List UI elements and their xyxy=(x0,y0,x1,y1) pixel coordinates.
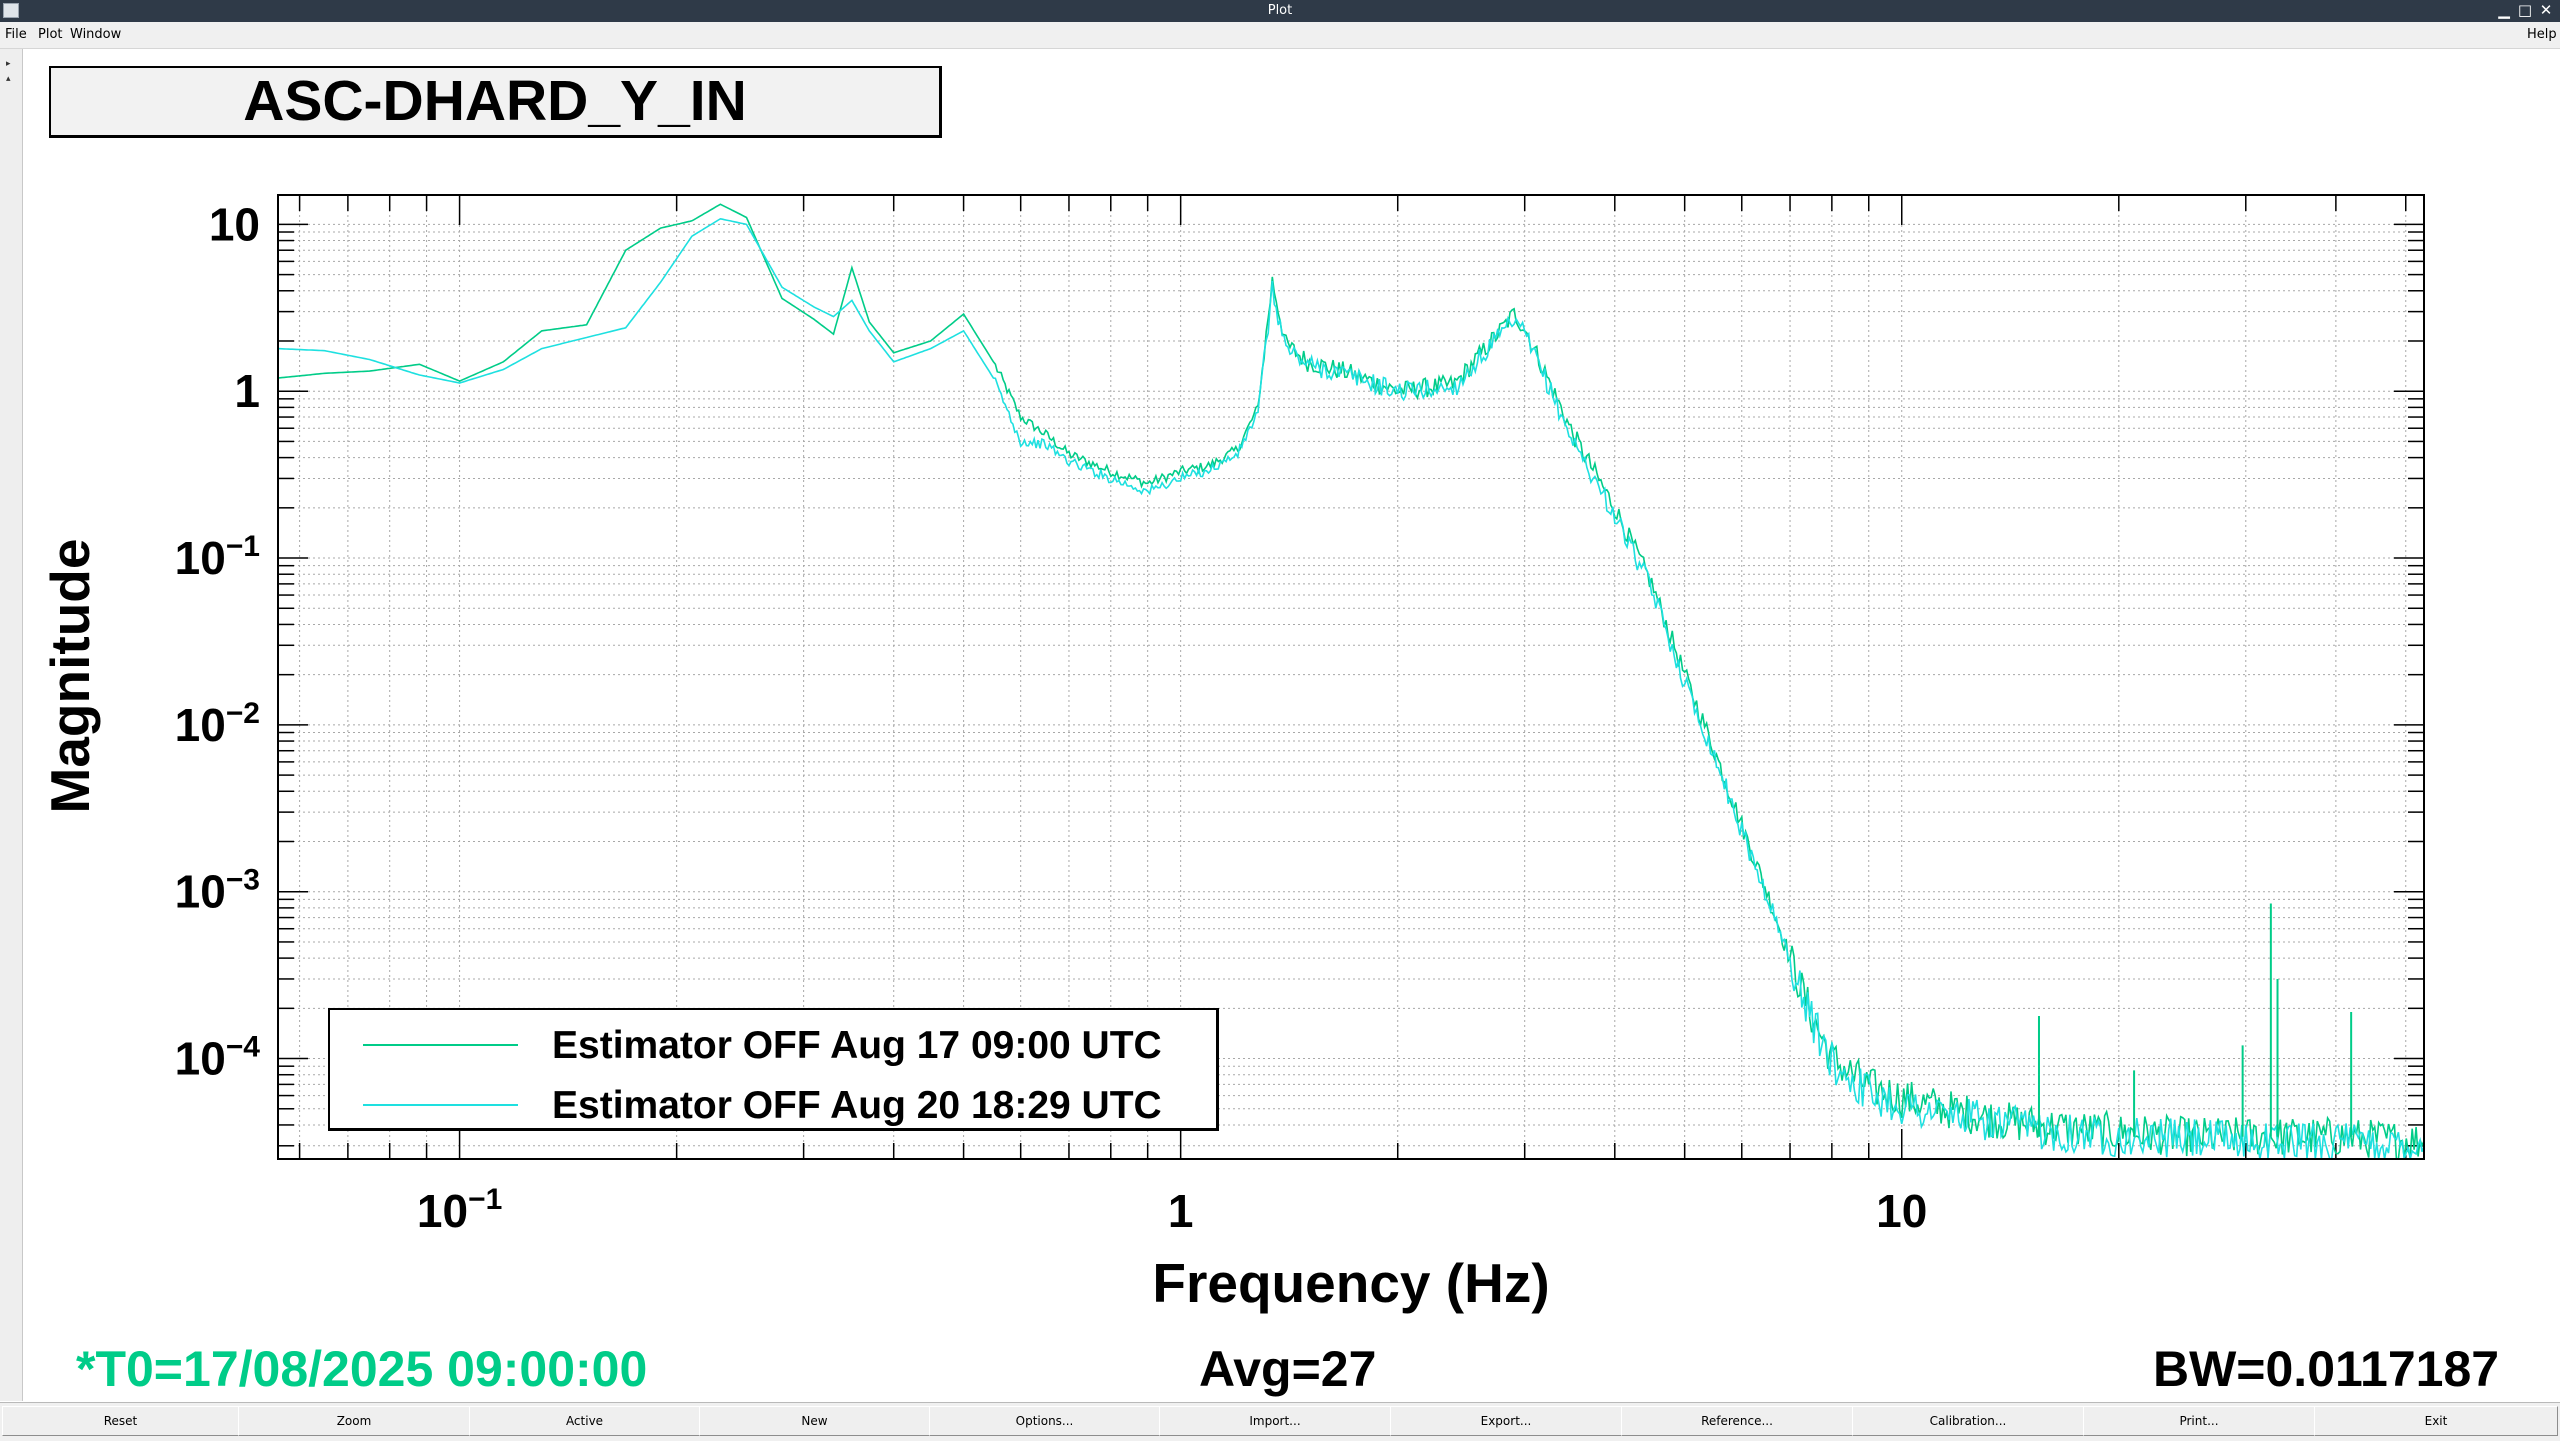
app-icon xyxy=(3,3,19,18)
window-titlebar: Plot ▁ □ ✕ xyxy=(0,0,2560,22)
plot-title[interactable]: ASC-DHARD_Y_IN xyxy=(49,66,942,138)
y-tick-label: 10−4 xyxy=(175,1031,261,1085)
bandwidth: BW=0.0117187 xyxy=(2153,1341,2500,1397)
legend-label: Estimator OFF Aug 17 09:00 UTC xyxy=(552,1024,1162,1067)
zoom-button[interactable]: Zoom xyxy=(238,1406,470,1436)
legend-entry: Estimator OFF Aug 20 18:29 UTC xyxy=(330,1078,1210,1132)
x-tick-label: 1 xyxy=(1168,1185,1194,1237)
average-count: Avg=27 xyxy=(1199,1341,1377,1397)
menu-help[interactable]: Help xyxy=(2527,27,2557,42)
side-panel-strip[interactable]: ▸ ▴ xyxy=(0,49,23,1401)
plot-frame xyxy=(277,194,2425,1160)
plot-series xyxy=(277,203,2425,1160)
options-button[interactable]: Options... xyxy=(929,1406,1160,1436)
x-tick-label: 10 xyxy=(1876,1185,1927,1237)
legend[interactable]: Estimator OFF Aug 17 09:00 UTC Estimator… xyxy=(328,1008,1219,1131)
series-line xyxy=(277,203,2425,1160)
y-tick-label: 1 xyxy=(234,365,260,417)
reference-button[interactable]: Reference... xyxy=(1621,1406,1853,1436)
expand-right-icon[interactable]: ▸ xyxy=(6,59,11,69)
export-button[interactable]: Export... xyxy=(1390,1406,1622,1436)
t0-timestamp: *T0=17/08/2025 09:00:00 xyxy=(76,1341,648,1397)
button-bar: Reset Zoom Active New Options... Import.… xyxy=(0,1402,2560,1441)
legend-swatch xyxy=(363,1104,518,1106)
y-tick-label: 10−1 xyxy=(175,530,260,584)
y-tick-label: 10 xyxy=(209,198,260,250)
y-tick-label: 10−2 xyxy=(175,697,260,751)
legend-label: Estimator OFF Aug 20 18:29 UTC xyxy=(552,1084,1162,1127)
menu-bar: File Plot Window Help xyxy=(0,22,2560,49)
menu-file[interactable]: File xyxy=(5,27,27,42)
minimize-icon[interactable]: ▁ xyxy=(2498,1,2510,19)
x-axis-label: Frequency (Hz) xyxy=(1152,1252,1550,1314)
close-icon[interactable]: ✕ xyxy=(2539,1,2553,19)
legend-swatch xyxy=(363,1044,518,1046)
menu-window[interactable]: Window xyxy=(70,27,122,42)
expand-up-icon[interactable]: ▴ xyxy=(6,74,11,84)
magnitude-plot[interactable]: 10−1 1 10 10 1 10−1 10−2 10−3 10−4 xyxy=(0,0,2560,1400)
plot-canvas xyxy=(23,49,2560,1401)
calibration-button[interactable]: Calibration... xyxy=(1852,1406,2084,1436)
maximize-icon[interactable]: □ xyxy=(2517,1,2533,19)
menu-plot[interactable]: Plot xyxy=(38,27,63,42)
import-button[interactable]: Import... xyxy=(1159,1406,1391,1436)
exit-button[interactable]: Exit xyxy=(2314,1406,2558,1436)
window-title: Plot xyxy=(1267,3,1293,18)
y-axis-label: Magnitude xyxy=(39,538,101,814)
new-button[interactable]: New xyxy=(699,1406,930,1436)
active-button[interactable]: Active xyxy=(469,1406,700,1436)
x-tick-label: 10−1 xyxy=(417,1183,502,1237)
tick-labels: 10−1 1 10 10 1 10−1 10−2 10−3 10−4 xyxy=(175,198,1928,1237)
print-button[interactable]: Print... xyxy=(2083,1406,2315,1436)
reset-button[interactable]: Reset xyxy=(2,1406,239,1436)
y-tick-label: 10−3 xyxy=(175,864,260,918)
series-line xyxy=(277,217,2425,1160)
plot-grid xyxy=(278,195,2424,1159)
plot-ticks xyxy=(278,195,2424,1159)
legend-entry: Estimator OFF Aug 17 09:00 UTC xyxy=(330,1018,1210,1072)
